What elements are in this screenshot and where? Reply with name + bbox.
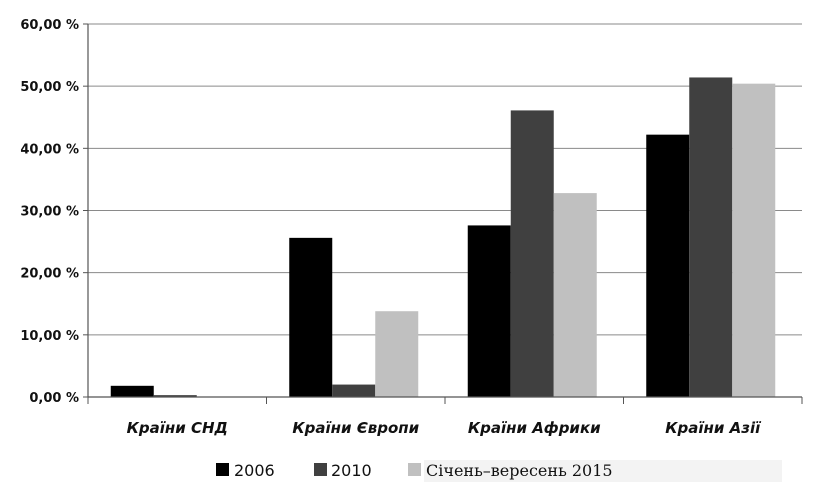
- legend-label-background: [424, 460, 782, 482]
- x-tick-label: Країни Азії: [665, 419, 762, 437]
- x-tick-label: Країни Африки: [468, 419, 601, 437]
- x-axis-tick-labels: Країни СНД Країни Європи Країни Африки Краї…: [127, 419, 762, 437]
- y-tick-label: 40,00 %: [20, 142, 79, 157]
- bar-січень–вересень-2015-2: [375, 311, 419, 397]
- legend-label: 2010: [331, 461, 372, 480]
- legend-swatch: [216, 463, 229, 476]
- y-axis-tick-labels: 0,00 % 10,00 % 20,00 % 30,00 % 40,00 % 50,00 …: [20, 18, 79, 406]
- x-tick-label: Країни СНД: [127, 419, 228, 437]
- y-tick-label: 10,00 %: [20, 329, 79, 344]
- y-tick-label: 0,00 %: [29, 391, 79, 406]
- bar-січень–вересень-2015-4: [732, 83, 776, 398]
- bar-2010-3: [510, 110, 554, 397]
- legend-label: 2006: [234, 461, 275, 480]
- bar-2006-4: [646, 134, 690, 397]
- bar-січень–вересень-2015-3: [553, 193, 597, 397]
- bar-2006-3: [467, 225, 511, 397]
- legend-swatch: [408, 463, 421, 476]
- y-tick-label: 30,00 %: [20, 205, 79, 220]
- legend-label: Січень–вересень 2015: [426, 461, 613, 480]
- legend: 2006 2010 Січень–вересень 2015: [216, 460, 782, 482]
- y-tick-label: 50,00 %: [20, 80, 79, 95]
- legend-swatch: [314, 463, 327, 476]
- bars: [110, 77, 776, 398]
- y-tick-label: 20,00 %: [20, 267, 79, 282]
- y-tick-label: 60,00 %: [20, 18, 79, 33]
- bar-2006-2: [289, 237, 333, 397]
- bar-2010-4: [689, 77, 733, 398]
- axes: [83, 23, 803, 404]
- bar-2010-1: [153, 395, 197, 397]
- x-tick-label: Країни Європи: [292, 419, 419, 437]
- bar-2006-1: [110, 385, 154, 397]
- bar-2010-2: [332, 384, 376, 397]
